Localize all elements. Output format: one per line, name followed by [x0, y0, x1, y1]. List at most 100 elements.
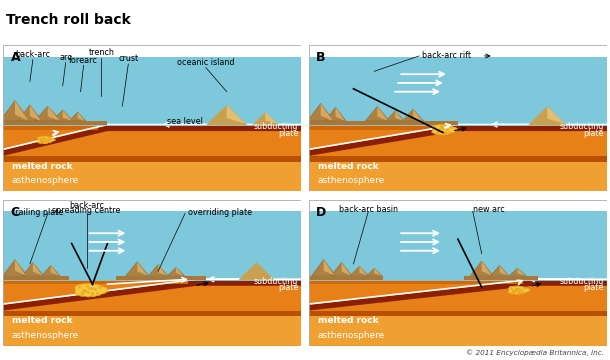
Text: melted rock: melted rock [318, 316, 378, 325]
Polygon shape [75, 284, 108, 297]
Polygon shape [365, 106, 389, 121]
Polygon shape [413, 109, 423, 121]
Polygon shape [309, 275, 383, 280]
Text: plate: plate [584, 283, 604, 292]
Polygon shape [18, 105, 42, 121]
Polygon shape [500, 265, 508, 275]
Polygon shape [3, 284, 301, 311]
Polygon shape [509, 268, 526, 275]
Polygon shape [3, 280, 301, 311]
Polygon shape [325, 107, 346, 121]
Polygon shape [15, 100, 29, 121]
Polygon shape [403, 109, 423, 121]
Polygon shape [509, 286, 530, 294]
Text: arc: arc [59, 53, 72, 62]
Polygon shape [137, 262, 148, 275]
Polygon shape [3, 154, 301, 162]
Text: D: D [316, 206, 326, 219]
Polygon shape [70, 112, 86, 121]
Text: subducting: subducting [254, 122, 298, 131]
Polygon shape [378, 106, 388, 121]
Text: Trench roll back: Trench roll back [6, 13, 131, 27]
Text: melted rock: melted rock [12, 316, 73, 325]
Text: crust: crust [118, 54, 138, 63]
Text: trailing plate: trailing plate [12, 208, 63, 217]
Text: plate: plate [278, 129, 298, 138]
Polygon shape [33, 262, 42, 275]
Polygon shape [15, 260, 26, 275]
Polygon shape [52, 110, 73, 121]
Text: melted rock: melted rock [318, 162, 378, 171]
Text: back-arc rift: back-arc rift [422, 51, 471, 60]
Text: asthenosphere: asthenosphere [318, 331, 385, 340]
Polygon shape [309, 309, 607, 316]
Text: spreading centre: spreading centre [52, 206, 121, 215]
Polygon shape [309, 211, 607, 280]
Polygon shape [309, 57, 607, 125]
Polygon shape [3, 275, 69, 280]
Text: plate: plate [278, 283, 298, 292]
Text: subducting: subducting [559, 122, 604, 131]
Polygon shape [395, 111, 403, 121]
Polygon shape [63, 110, 72, 121]
Polygon shape [23, 262, 43, 275]
Text: asthenosphere: asthenosphere [12, 176, 79, 185]
Polygon shape [309, 159, 607, 191]
Text: A: A [10, 51, 20, 64]
Text: back-arc basin: back-arc basin [339, 206, 398, 215]
Polygon shape [309, 280, 523, 284]
Polygon shape [3, 130, 301, 156]
Polygon shape [3, 260, 27, 275]
Text: melted rock: melted rock [12, 162, 73, 171]
Polygon shape [176, 267, 184, 275]
Polygon shape [168, 267, 184, 275]
Polygon shape [239, 262, 274, 280]
Polygon shape [331, 262, 352, 275]
Text: oceanic island: oceanic island [177, 58, 235, 67]
Polygon shape [309, 125, 449, 130]
Polygon shape [464, 275, 539, 280]
Polygon shape [51, 265, 59, 275]
Text: asthenosphere: asthenosphere [318, 176, 385, 185]
Polygon shape [359, 266, 367, 275]
Polygon shape [517, 268, 525, 275]
Text: new arc: new arc [473, 206, 504, 215]
Text: sea level: sea level [167, 117, 203, 126]
Polygon shape [386, 111, 404, 121]
Polygon shape [309, 154, 607, 162]
Polygon shape [42, 265, 60, 275]
Polygon shape [309, 125, 607, 156]
Polygon shape [38, 136, 56, 144]
Polygon shape [321, 103, 332, 121]
Text: back-arc: back-arc [15, 50, 51, 59]
Text: © 2011 Encyclopædia Britannica, Inc.: © 2011 Encyclopædia Britannica, Inc. [466, 350, 604, 356]
Polygon shape [367, 268, 382, 275]
Polygon shape [77, 112, 85, 121]
Polygon shape [252, 112, 279, 125]
Polygon shape [3, 159, 301, 191]
Text: subducting: subducting [559, 277, 604, 286]
Polygon shape [30, 105, 41, 121]
Polygon shape [309, 280, 607, 311]
Polygon shape [490, 265, 509, 275]
Polygon shape [206, 105, 248, 125]
Polygon shape [126, 262, 149, 275]
Polygon shape [0, 100, 30, 121]
Polygon shape [375, 268, 381, 275]
Polygon shape [351, 266, 368, 275]
Text: asthenosphere: asthenosphere [12, 331, 79, 340]
Polygon shape [3, 57, 301, 125]
Polygon shape [309, 284, 607, 311]
Polygon shape [3, 125, 98, 130]
Text: plate: plate [584, 129, 604, 138]
Text: B: B [316, 51, 326, 64]
Polygon shape [336, 107, 345, 121]
Polygon shape [117, 275, 206, 280]
Polygon shape [309, 121, 458, 125]
Polygon shape [312, 260, 336, 275]
Polygon shape [547, 106, 565, 124]
Text: subducting: subducting [254, 277, 298, 286]
Text: trench: trench [88, 48, 115, 57]
Polygon shape [48, 106, 60, 121]
Polygon shape [309, 314, 607, 346]
